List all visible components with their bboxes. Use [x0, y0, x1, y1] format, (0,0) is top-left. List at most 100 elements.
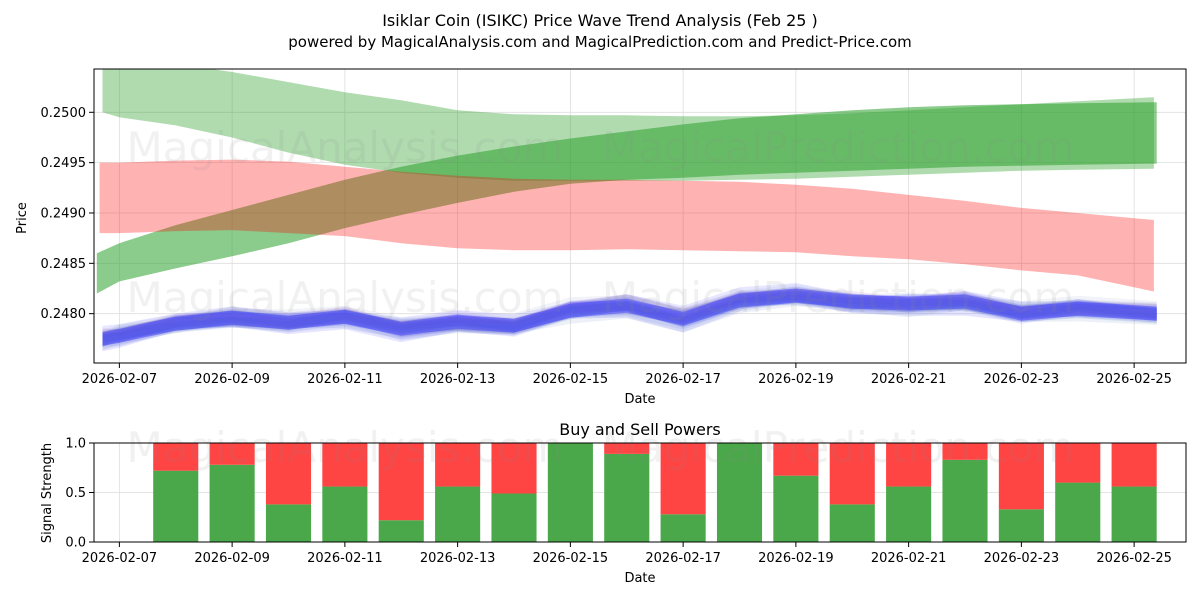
- price-wave-layer: [102, 284, 1157, 347]
- sell-bar: [1111, 443, 1157, 487]
- buy-bar: [942, 459, 988, 542]
- price-y-axis: 0.2480 0.2485 0.2490 0.2495 0.2500: [41, 106, 94, 322]
- price-x-tick-label: 2026-02-17: [645, 372, 721, 387]
- price-wave-layer: [102, 288, 1157, 343]
- price-wave-layer: [102, 293, 1157, 345]
- sell-bar: [435, 443, 481, 487]
- buy-bar: [998, 509, 1044, 542]
- price-wave-layer: [102, 283, 1157, 342]
- watermark-prediction-mid: MagicalPrediction.com: [602, 273, 1075, 322]
- sell-bar: [209, 443, 255, 465]
- price-bands: [96, 69, 1157, 294]
- signal-y-label: Signal Strength: [40, 443, 55, 543]
- price-wave-layer: [102, 289, 1157, 349]
- signal-bars: [153, 443, 1157, 542]
- price-band-2: [99, 159, 1154, 292]
- sell-bar: [886, 443, 932, 487]
- signal-x-tick-label: 2026-02-09: [194, 551, 270, 566]
- buy-bar: [209, 464, 255, 542]
- price-waves: [102, 283, 1157, 352]
- signal-x-label: Date: [624, 571, 655, 586]
- watermark-analysis-mid: MagicalAnalysis.com: [127, 273, 564, 322]
- sell-bar: [942, 443, 988, 460]
- price-x-tick-label: 2026-02-25: [1096, 372, 1172, 387]
- sell-bar: [491, 443, 537, 494]
- price-y-tick-label: 0.2480: [41, 307, 87, 322]
- signal-x-axis: 2026-02-07 2026-02-09 2026-02-11 2026-02-13…: [82, 542, 1172, 566]
- price-wave-layer: [102, 288, 1157, 343]
- watermark-prediction-bottom: MagicalPrediction.com: [602, 423, 1075, 472]
- price-x-tick-label: 2026-02-07: [82, 372, 158, 387]
- price-wave-layer: [102, 289, 1157, 346]
- buy-bar: [265, 504, 312, 542]
- signal-y-tick-label: 1.0: [65, 437, 86, 452]
- price-wave-layer: [102, 286, 1157, 347]
- price-wave-core: [102, 288, 1157, 346]
- buy-bar: [322, 486, 368, 542]
- signal-x-tick-label: 2026-02-25: [1096, 551, 1172, 566]
- buy-bar: [491, 493, 537, 542]
- price-band-1: [96, 102, 1157, 294]
- price-x-tick-label: 2026-02-11: [307, 372, 383, 387]
- watermark-prediction-top: MagicalPrediction.com: [602, 123, 1075, 172]
- signal-y-tick-label: 0.0: [65, 536, 86, 551]
- buy-bar: [716, 443, 763, 542]
- buy-bar: [1055, 482, 1101, 542]
- buy-bar: [547, 443, 593, 542]
- sell-bar: [829, 443, 875, 505]
- buy-bar: [773, 475, 819, 542]
- price-wave-layer: [102, 295, 1157, 343]
- price-wave-layer: [102, 290, 1157, 347]
- price-wave-layer: [102, 291, 1157, 338]
- price-y-label: Price: [15, 202, 30, 234]
- price-wave-layer: [102, 293, 1157, 345]
- price-x-tick-label: 2026-02-21: [871, 372, 947, 387]
- sell-bar: [1055, 443, 1101, 483]
- price-x-tick-label: 2026-02-09: [194, 372, 270, 387]
- price-wave-layer: [102, 294, 1157, 347]
- chart-subtitle: powered by MagicalAnalysis.com and Magic…: [288, 33, 912, 51]
- sell-bar: [378, 443, 424, 521]
- sell-bar: [604, 443, 650, 454]
- signal-chart-title: Buy and Sell Powers: [559, 420, 721, 439]
- buy-bar: [660, 514, 706, 542]
- sell-bar: [773, 443, 819, 476]
- price-wave-layer: [102, 286, 1157, 352]
- price-x-label: Date: [624, 392, 655, 407]
- watermark-analysis-bottom: MagicalAnalysis.com: [127, 423, 564, 472]
- buy-bar: [1111, 486, 1157, 542]
- price-x-tick-label: 2026-02-23: [984, 372, 1060, 387]
- buy-bar: [153, 470, 199, 542]
- price-y-tick-label: 0.2495: [41, 156, 87, 171]
- signal-y-tick-label: 0.5: [65, 486, 86, 501]
- price-wave-layer: [102, 291, 1157, 345]
- price-wave-layer: [102, 291, 1157, 351]
- price-x-axis: 2026-02-07 2026-02-09 2026-02-11 2026-02-13…: [82, 363, 1172, 387]
- buy-bar: [829, 504, 875, 542]
- price-x-tick-label: 2026-02-19: [758, 372, 834, 387]
- chart-title: Isiklar Coin (ISIKC) Price Wave Trend An…: [382, 11, 818, 30]
- price-wave-layer: [102, 290, 1157, 342]
- signal-x-tick-label: 2026-02-17: [645, 551, 721, 566]
- price-wave-layer: [102, 291, 1157, 347]
- price-y-tick-label: 0.2485: [41, 257, 87, 272]
- price-wave-layer: [102, 291, 1157, 345]
- buy-bar: [604, 453, 650, 542]
- signal-x-tick-label: 2026-02-21: [871, 551, 947, 566]
- price-y-tick-label: 0.2500: [41, 106, 87, 121]
- signal-x-tick-label: 2026-02-23: [984, 551, 1060, 566]
- price-plot-frame: [93, 68, 1187, 364]
- signal-x-tick-label: 2026-02-07: [82, 551, 158, 566]
- price-wave-layer: [102, 293, 1157, 344]
- signal-x-tick-label: 2026-02-13: [420, 551, 496, 566]
- buy-bar: [378, 520, 424, 542]
- signal-x-tick-label: 2026-02-11: [307, 551, 383, 566]
- signal-x-tick-label: 2026-02-15: [533, 551, 609, 566]
- buy-bar: [886, 486, 932, 542]
- sell-bar: [660, 443, 706, 515]
- buy-bar: [435, 486, 481, 542]
- signal-y-axis: 0.0 0.5 1.0: [65, 437, 94, 551]
- price-x-tick-label: 2026-02-15: [533, 372, 609, 387]
- price-y-tick-label: 0.2490: [41, 206, 87, 221]
